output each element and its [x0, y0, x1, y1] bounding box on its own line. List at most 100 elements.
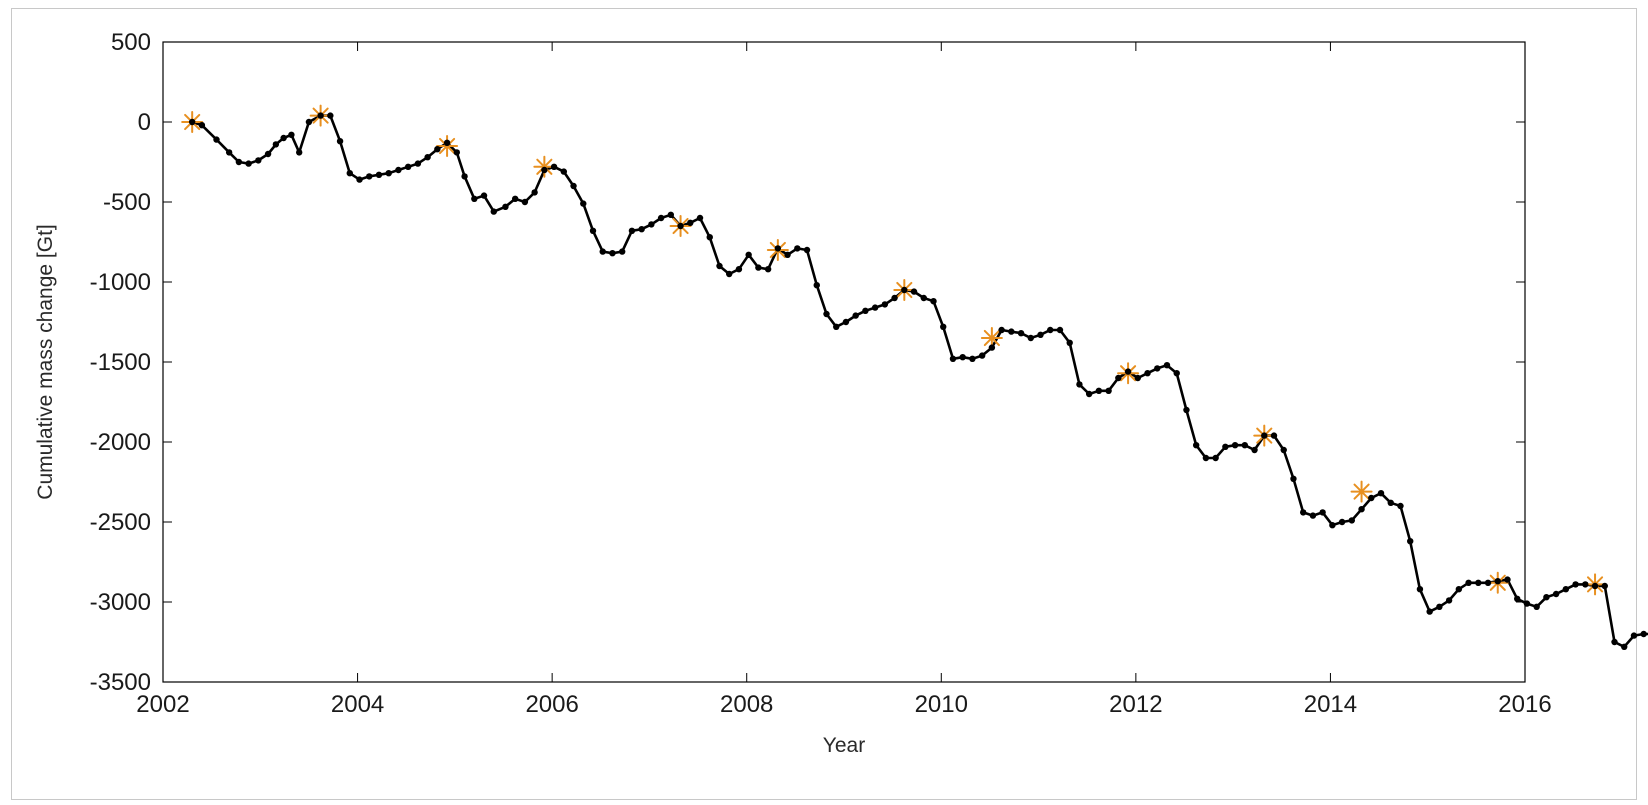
data-point — [1017, 330, 1025, 337]
data-point — [317, 112, 324, 119]
data-point — [1407, 538, 1414, 545]
data-point — [842, 318, 850, 326]
data-point — [940, 323, 947, 330]
data-point — [1134, 374, 1142, 382]
data-point — [1338, 518, 1346, 526]
data-point — [618, 248, 626, 255]
data-point — [920, 294, 927, 302]
data-point — [198, 122, 206, 129]
data-point — [255, 157, 262, 164]
series-layer — [181, 104, 1648, 650]
data-point — [245, 160, 252, 167]
data-point — [1591, 582, 1599, 590]
data-point — [580, 200, 587, 207]
data-point — [272, 141, 280, 148]
x-tick-label: 2006 — [525, 691, 578, 718]
x-tick-label: 2008 — [720, 691, 773, 718]
data-point — [628, 227, 636, 234]
data-point — [667, 211, 675, 218]
data-point — [1202, 454, 1210, 462]
data-point — [1582, 581, 1589, 588]
data-point — [1416, 586, 1424, 593]
data-point — [687, 219, 694, 226]
data-point — [288, 131, 295, 138]
x-axis-ticks: 2002 2004 2006 2008 2010 2012 2014 2016 — [136, 42, 1552, 718]
data-point — [1377, 490, 1385, 497]
y-axis-label: Cumulative mass change [Gt] — [34, 224, 57, 499]
data-point — [296, 149, 303, 156]
data-point — [1144, 370, 1151, 377]
data-point — [1562, 586, 1570, 593]
data-point — [404, 163, 412, 170]
y-tick-label: -1000 — [90, 269, 151, 296]
data-point — [471, 195, 478, 202]
data-point — [502, 203, 509, 210]
data-point — [1630, 632, 1638, 639]
data-point — [1358, 506, 1365, 513]
data-point — [1299, 509, 1307, 516]
data-point — [1533, 603, 1540, 610]
data-point — [453, 149, 461, 156]
y-tick-label: 500 — [111, 29, 151, 56]
data-point — [1241, 442, 1249, 449]
data-point — [1115, 374, 1122, 382]
data-point — [235, 158, 243, 166]
data-point — [480, 192, 488, 199]
data-point — [589, 227, 597, 234]
data-point — [706, 234, 713, 241]
x-axis-label: Year — [823, 734, 865, 757]
data-point — [988, 344, 996, 351]
data-point — [998, 326, 1005, 334]
data-point — [609, 250, 616, 257]
data-point — [1397, 502, 1404, 510]
data-point — [366, 173, 373, 180]
data-point — [550, 163, 558, 170]
x-tick-label: 2002 — [136, 691, 189, 718]
data-point — [305, 118, 313, 126]
x-tick-label: 2012 — [1109, 691, 1162, 718]
y-tick-label: -3000 — [90, 589, 151, 616]
data-point — [823, 310, 830, 318]
data-point — [813, 282, 820, 289]
data-point — [327, 112, 334, 119]
data-point — [225, 149, 233, 156]
data-point — [490, 208, 497, 215]
data-point — [356, 176, 363, 183]
data-point — [764, 266, 772, 273]
y-axis-ticks: 500 0 -500 -1000 -1500 -2000 -2500 -3000 -3500 — [90, 29, 1525, 696]
data-point — [280, 134, 287, 142]
data-point — [930, 298, 937, 305]
y-tick-label: -2000 — [90, 429, 151, 456]
data-point — [745, 251, 752, 258]
data-point — [696, 214, 704, 222]
data-point — [1611, 638, 1618, 646]
data-point — [1640, 630, 1647, 638]
data-point — [1329, 522, 1336, 529]
data-point — [794, 245, 801, 252]
data-point — [1076, 381, 1083, 388]
data-point — [434, 146, 441, 153]
x-tick-label: 2010 — [915, 691, 968, 718]
data-point — [1445, 597, 1453, 604]
data-point — [1465, 579, 1472, 586]
data-point — [755, 264, 762, 271]
data-point — [1514, 595, 1521, 602]
data-point — [414, 160, 422, 167]
data-point — [443, 139, 451, 146]
data-point — [346, 170, 353, 177]
data-point — [1621, 643, 1628, 650]
data-point — [910, 288, 918, 295]
data-point — [336, 138, 344, 145]
data-point — [1290, 475, 1297, 482]
y-tick-label: -1500 — [90, 349, 151, 376]
data-point — [375, 171, 383, 178]
data-point — [1124, 368, 1132, 375]
data-point — [1105, 387, 1112, 394]
data-point — [1348, 517, 1356, 524]
data-point — [1494, 578, 1501, 585]
data-point — [541, 166, 548, 174]
data-point — [871, 304, 879, 311]
data-point — [726, 270, 733, 278]
data-point — [461, 173, 468, 180]
data-point — [570, 182, 577, 190]
